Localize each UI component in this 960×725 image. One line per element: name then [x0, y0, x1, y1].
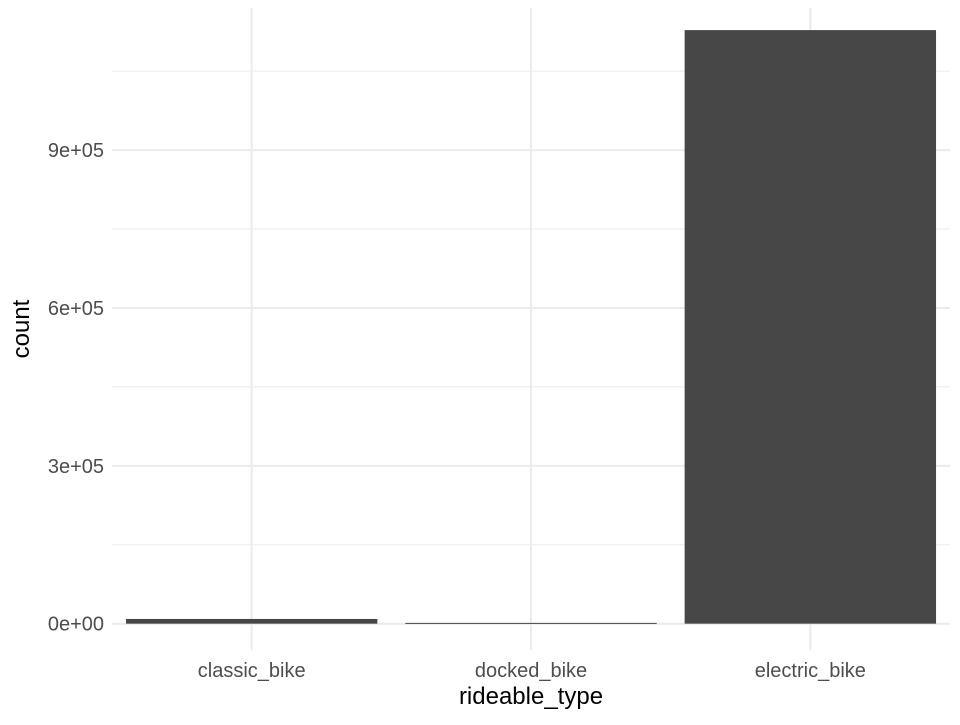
- x-tick-label: docked_bike: [475, 660, 587, 682]
- bar-docked-bike: [405, 622, 657, 624]
- x-tick-label: classic_bike: [198, 660, 306, 682]
- y-tick-label: 6e+05: [48, 298, 104, 320]
- bar-layer: [125, 30, 937, 624]
- x-tick-label: electric_bike: [755, 660, 866, 682]
- y-tick-label: 9e+05: [48, 140, 104, 162]
- y-axis-title: count: [8, 299, 35, 358]
- bar-electric-bike: [684, 30, 937, 624]
- y-tick-label: 0e+00: [48, 614, 104, 636]
- x-axis-title: rideable_type: [459, 683, 603, 710]
- y-tick-label: 3e+05: [48, 456, 104, 478]
- bar-classic-bike: [125, 618, 378, 624]
- tick-label-layer: 0e+00 3e+05 6e+05 9e+05 classic_bike docked_b…: [48, 140, 866, 682]
